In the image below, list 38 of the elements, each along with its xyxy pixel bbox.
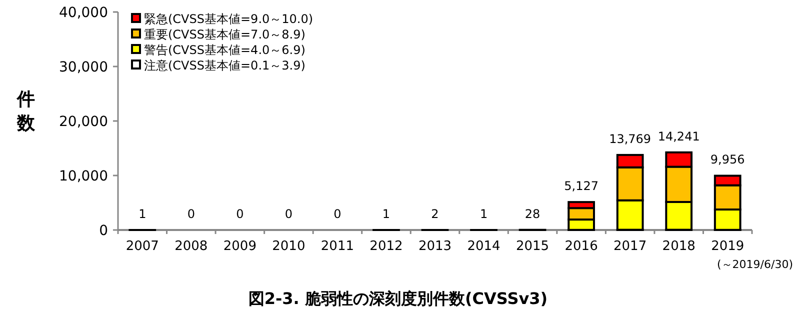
x-tick-label: 2012 xyxy=(370,239,403,254)
total-label: 0 xyxy=(334,207,342,221)
x-tick-label: 2008 xyxy=(174,239,208,254)
y-tick-label: 0 xyxy=(99,223,108,239)
x-tick-label: 2019 xyxy=(711,239,744,254)
total-label: 0 xyxy=(284,207,293,221)
x-tick-label: 2015 xyxy=(516,239,550,254)
x-tick-label: 2014 xyxy=(467,239,500,254)
legend-label: 緊急(CVSS基本値=9.0～10.0) xyxy=(144,12,314,26)
x-tick-label: 2013 xyxy=(418,239,452,254)
total-label: 0 xyxy=(187,207,195,221)
total-label: 13,769 xyxy=(609,132,652,146)
y-tick-label: 40,000 xyxy=(59,5,108,21)
total-label: 2 xyxy=(431,206,439,221)
total-label: 14,241 xyxy=(658,129,700,144)
y-tick-label: 10,000 xyxy=(59,168,108,184)
x-tick-label: 2011 xyxy=(320,239,354,254)
total-label: 0 xyxy=(236,207,244,221)
x-tick-label: 2017 xyxy=(614,239,647,254)
legend-label: 警告(CVSS基本値=4.0～6.9) xyxy=(144,43,306,57)
text: (～2019/6/30) xyxy=(717,258,793,271)
x-tick-label: 2009 xyxy=(223,239,256,254)
x-tick-label: 2018 xyxy=(662,239,696,254)
total-label: 28 xyxy=(524,206,540,221)
x-tick-label: 2016 xyxy=(564,239,598,254)
total-label: 9,956 xyxy=(710,152,745,167)
x-tick-label: 2010 xyxy=(272,239,306,254)
total-label: 5,127 xyxy=(564,179,598,194)
y-tick-label: 20,000 xyxy=(59,114,108,130)
total-label: 1 xyxy=(382,206,390,221)
y-tick-label: 30,000 xyxy=(59,60,108,76)
y-axis-title: 件数 xyxy=(16,89,36,134)
total-label: 1 xyxy=(480,206,488,221)
text: 図2-3. 脆弱性の深刻度別件数(CVSSv3) xyxy=(248,289,548,308)
total-label: 1 xyxy=(138,206,146,221)
legend-label: 注意(CVSS基本値=0.1～3.9) xyxy=(144,58,306,72)
x-tick-label: 2007 xyxy=(126,239,159,254)
legend-label: 重要(CVSS基本値=7.0～8.9) xyxy=(144,28,306,42)
